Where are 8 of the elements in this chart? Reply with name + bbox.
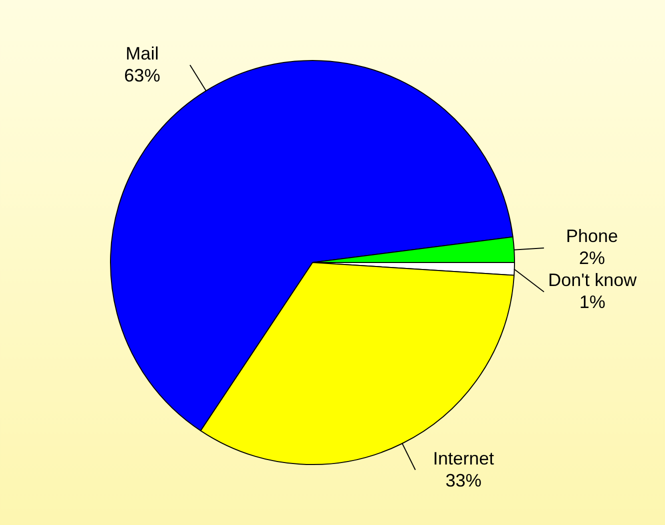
slice-label: Internet	[433, 448, 494, 468]
data-label: 2%	[579, 248, 606, 268]
slice-label: Phone	[566, 226, 618, 246]
data-label: 33%	[446, 470, 482, 490]
slice-label: Don't know	[548, 270, 638, 290]
data-label: 63%	[124, 65, 160, 86]
data-label: 1%	[579, 292, 606, 312]
slice-label: Mail	[126, 43, 159, 64]
